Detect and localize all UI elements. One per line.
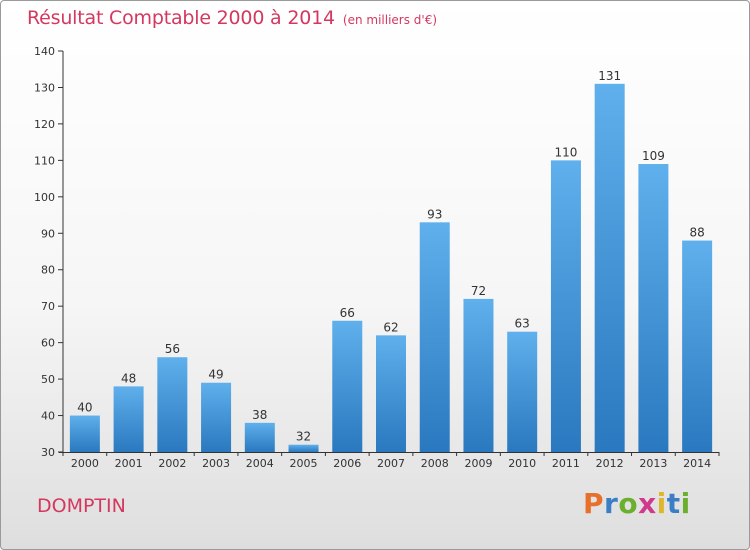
x-tick-label: 2006: [333, 457, 361, 470]
y-tick-label: 100: [34, 191, 55, 204]
x-tick-label: 2007: [377, 457, 405, 470]
y-tick-label: 50: [41, 373, 55, 386]
x-tick-label: 2004: [246, 457, 274, 470]
bar-value-label: 109: [642, 149, 665, 163]
x-tick-label: 2014: [683, 457, 711, 470]
y-tick-label: 110: [34, 154, 55, 167]
bar-2011: [550, 160, 581, 452]
bar-value-label: 38: [252, 408, 267, 422]
x-tick-label: 2008: [421, 457, 449, 470]
bar-2007: [376, 335, 406, 452]
bar-2001: [113, 386, 144, 452]
bar-value-label: 56: [165, 342, 180, 356]
bar-value-label: 62: [383, 320, 398, 334]
x-tick-label: 2011: [552, 457, 580, 470]
bar-2006: [332, 320, 363, 452]
bar-2004: [244, 422, 275, 452]
bar-2000: [69, 415, 100, 452]
bar-value-label: 93: [427, 207, 442, 221]
bar-value-label: 72: [471, 284, 486, 298]
x-tick-label: 2003: [202, 457, 230, 470]
x-tick-label: 2000: [71, 457, 99, 470]
y-tick-label: 90: [41, 227, 55, 240]
bar-value-label: 131: [598, 69, 621, 83]
chart-subtitle: (en milliers d'€): [342, 13, 438, 27]
bar-value-label: 49: [208, 368, 223, 382]
bar-2009: [463, 298, 494, 452]
bar-2012: [594, 83, 625, 453]
x-tick-label: 2002: [158, 457, 186, 470]
bar-2003: [201, 382, 232, 452]
bar-value-label: 63: [515, 317, 530, 331]
y-tick-label: 130: [34, 81, 55, 94]
x-tick-label: 2010: [508, 457, 536, 470]
bar-2005: [288, 444, 319, 452]
bar-2013: [638, 164, 669, 452]
y-tick-label: 80: [41, 264, 55, 277]
bar-value-label: 32: [296, 430, 311, 444]
title-text: Résultat Comptable 2000 à 2014: [27, 7, 335, 29]
bar-value-label: 66: [340, 306, 355, 320]
x-tick-label: 2009: [464, 457, 492, 470]
y-tick-label: 120: [34, 118, 55, 131]
bar-value-label: 110: [554, 145, 577, 159]
town-name: DOMPTIN: [37, 495, 126, 517]
bar-2002: [157, 357, 188, 452]
bar-value-label: 88: [689, 226, 704, 240]
y-tick-label: 60: [41, 337, 55, 350]
x-tick-label: 2012: [596, 457, 624, 470]
brand-logo: Proxiti: [583, 487, 691, 520]
y-tick-label: 140: [34, 45, 55, 58]
x-tick-label: 2005: [290, 457, 318, 470]
y-tick-label: 40: [41, 410, 55, 423]
bar-2014: [682, 240, 713, 452]
x-tick-label: 2001: [115, 457, 143, 470]
x-tick-label: 2013: [639, 457, 667, 470]
bar-2008: [419, 222, 450, 452]
bar-2010: [507, 331, 538, 452]
y-tick-label: 30: [41, 446, 55, 459]
y-tick-label: 70: [41, 300, 55, 313]
chart-title: Résultat Comptable 2000 à 2014 (en millie…: [27, 7, 437, 29]
bar-value-label: 48: [121, 371, 136, 385]
bar-value-label: 40: [77, 401, 92, 415]
